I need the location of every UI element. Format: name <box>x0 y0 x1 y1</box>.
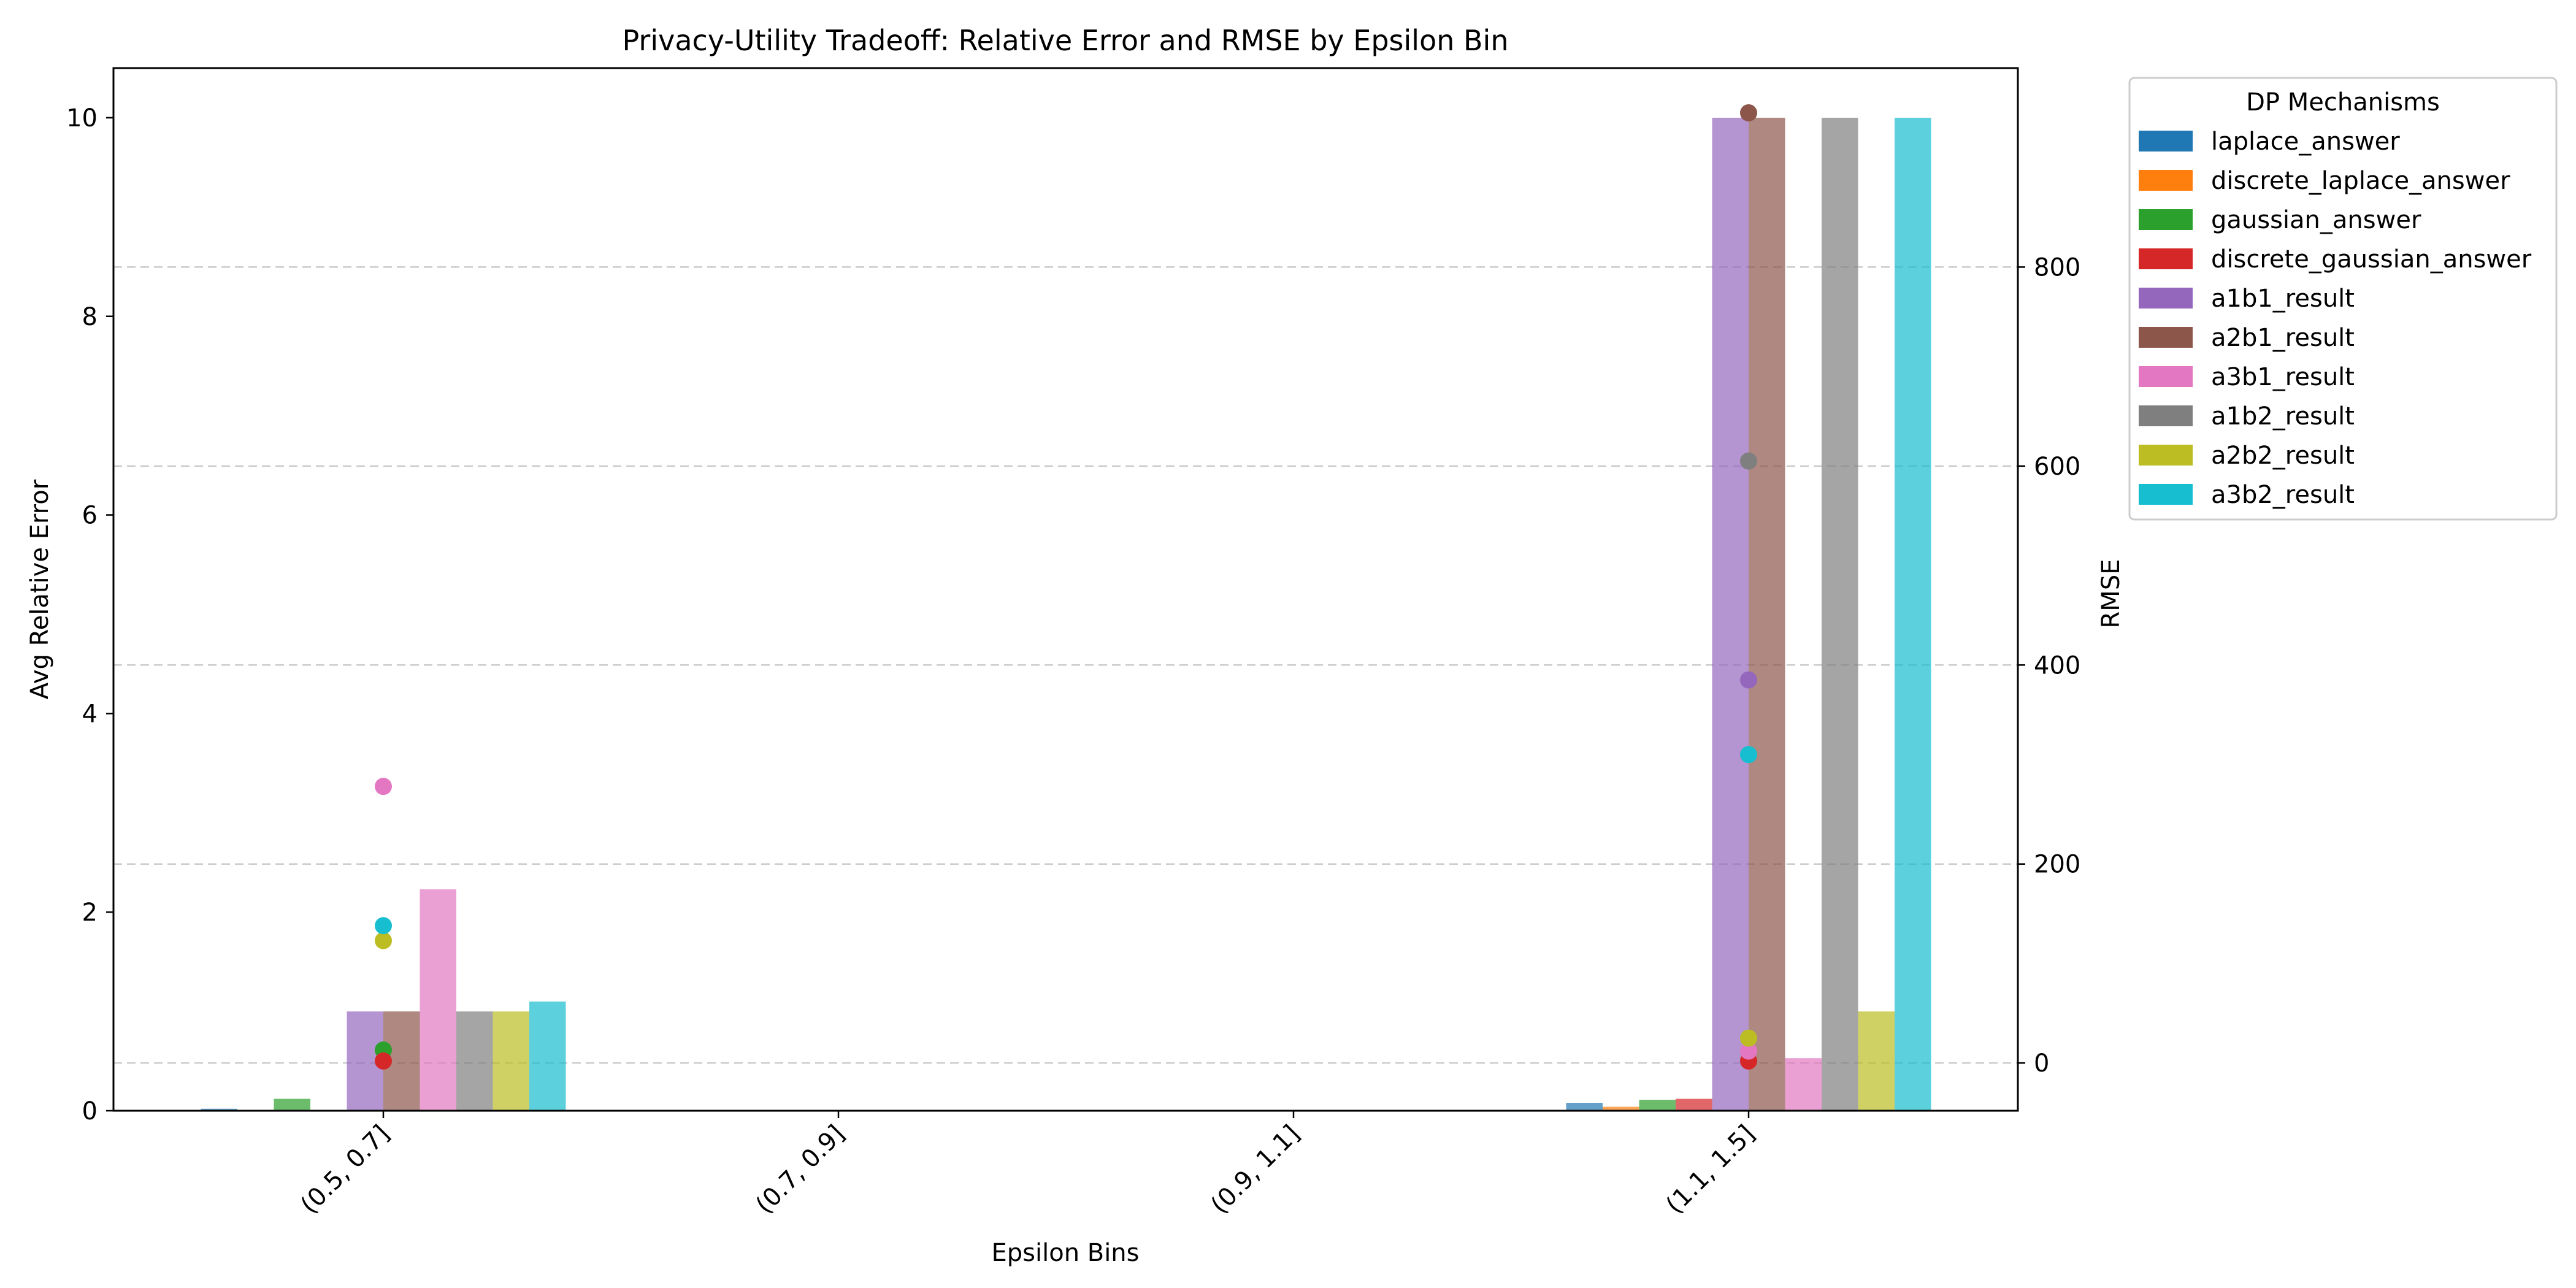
x-axis-label: Epsilon Bins <box>991 1239 1139 1267</box>
rmse-point-a3b1_result <box>375 778 392 795</box>
legend-swatch-a3b1_result <box>2139 366 2193 387</box>
y-axis-right: 0 200 400 600 800 <box>2018 253 2080 1078</box>
y2-tick-label: 800 <box>2034 253 2080 282</box>
y2-tick-label: 400 <box>2034 651 2080 680</box>
legend-label-a1b2_result: a1b2_result <box>2211 402 2355 431</box>
rmse-point-discrete_gaussian_answer <box>375 1052 392 1070</box>
y2-axis-label: RMSE <box>2097 559 2125 629</box>
bar-a3b2_result <box>529 1001 566 1111</box>
bar-a1b2_result <box>456 1011 493 1111</box>
y-tick-label: 6 <box>82 502 98 530</box>
y-tick-label: 2 <box>82 899 98 927</box>
bars-layer <box>201 117 1931 1111</box>
legend-swatch-discrete_laplace_answer <box>2139 170 2193 191</box>
rmse-point-a2b2_result <box>1740 1029 1757 1047</box>
legend-swatch-discrete_gaussian_answer <box>2139 248 2193 269</box>
legend-label-gaussian_answer: gaussian_answer <box>2211 206 2421 234</box>
legend-title: DP Mechanisms <box>2246 88 2440 117</box>
legend-swatch-gaussian_answer <box>2139 209 2193 230</box>
legend-label-a2b1_result: a2b1_result <box>2211 324 2355 352</box>
bar-a2b2_result <box>1858 1011 1895 1111</box>
rmse-gridlines <box>113 266 2018 1064</box>
bar-a2b1_result <box>1749 117 1785 1111</box>
legend-swatch-laplace_answer <box>2139 131 2193 151</box>
bar-gaussian_answer <box>274 1098 310 1111</box>
legend-swatch-a1b2_result <box>2139 405 2193 426</box>
plot-frame <box>112 67 2019 1112</box>
bar-a1b2_result <box>1822 117 1858 1111</box>
y-tick-label: 0 <box>82 1097 98 1125</box>
y-tick-label: 4 <box>82 700 98 728</box>
legend: DP Mechanisms laplace_answer discrete_lap… <box>2128 77 2558 521</box>
bar-a3b1_result <box>420 889 456 1111</box>
legend-label-a1b1_result: a1b1_result <box>2211 285 2355 313</box>
y2-tick-label: 0 <box>2034 1049 2049 1078</box>
y-tick-label: 10 <box>66 104 98 132</box>
rmse-point-a3b2_result <box>1740 746 1757 764</box>
bar-a2b2_result <box>493 1011 529 1111</box>
legend-label-discrete_gaussian_answer: discrete_gaussian_answer <box>2211 245 2532 274</box>
bar-laplace_answer <box>201 1108 237 1111</box>
y-axis-label: Avg Relative Error <box>26 479 54 699</box>
legend-label-laplace_answer: laplace_answer <box>2211 128 2400 156</box>
y-tick-label: 8 <box>82 303 98 331</box>
chart-title: Privacy-Utility Tradeoff: Relative Error… <box>623 24 1509 57</box>
x-axis: (0.5, 0.7] (0.7, 0.9] (0.9, 1.1] (1.1, 1.5] <box>296 1111 1761 1220</box>
bar-a3b1_result <box>1785 1058 1822 1111</box>
y2-tick-label: 200 <box>2034 851 2080 879</box>
rmse-point-a2b2_result <box>375 932 392 949</box>
rmse-point-a2b1_result <box>1740 104 1757 121</box>
legend-label-a3b1_result: a3b1_result <box>2211 363 2355 391</box>
legend-swatch-a1b1_result <box>2139 288 2193 309</box>
legend-label-discrete_laplace_answer: discrete_laplace_answer <box>2211 167 2510 195</box>
legend-frame <box>2128 77 2558 521</box>
bar-a1b1_result <box>1712 117 1749 1111</box>
rmse-point-a1b1_result <box>1740 671 1757 689</box>
bar-a3b2_result <box>1895 117 1931 1111</box>
bar-discrete_gaussian_answer <box>1676 1098 1712 1111</box>
bar-gaussian_answer <box>1639 1100 1676 1111</box>
bar-laplace_answer <box>1566 1103 1603 1111</box>
legend-items: laplace_answer discrete_laplace_answergau… <box>2139 128 2532 509</box>
legend-label-a3b2_result: a3b2_result <box>2211 481 2355 509</box>
x-tick-label: (0.7, 0.9] <box>751 1120 851 1220</box>
y2-tick-label: 600 <box>2034 453 2080 481</box>
rmse-point-a3b1_result <box>1740 1042 1757 1060</box>
x-tick-label: (0.9, 1.1] <box>1206 1120 1306 1220</box>
rmse-point-a3b2_result <box>375 917 392 935</box>
legend-swatch-a2b1_result <box>2139 327 2193 348</box>
legend-swatch-a2b2_result <box>2139 445 2193 466</box>
legend-swatch-a3b2_result <box>2139 484 2193 505</box>
x-tick-label: (1.1, 1.5] <box>1661 1120 1761 1220</box>
y-axis-left: 0 2 4 6 8 10 <box>66 104 113 1125</box>
rmse-point-a1b2_result <box>1740 452 1757 470</box>
rmse-points-layer <box>375 104 1757 1070</box>
x-tick-label: (0.5, 0.7] <box>296 1120 396 1220</box>
legend-label-a2b2_result: a2b2_result <box>2211 442 2355 470</box>
bar-discrete_laplace_answer <box>1603 1106 1639 1111</box>
